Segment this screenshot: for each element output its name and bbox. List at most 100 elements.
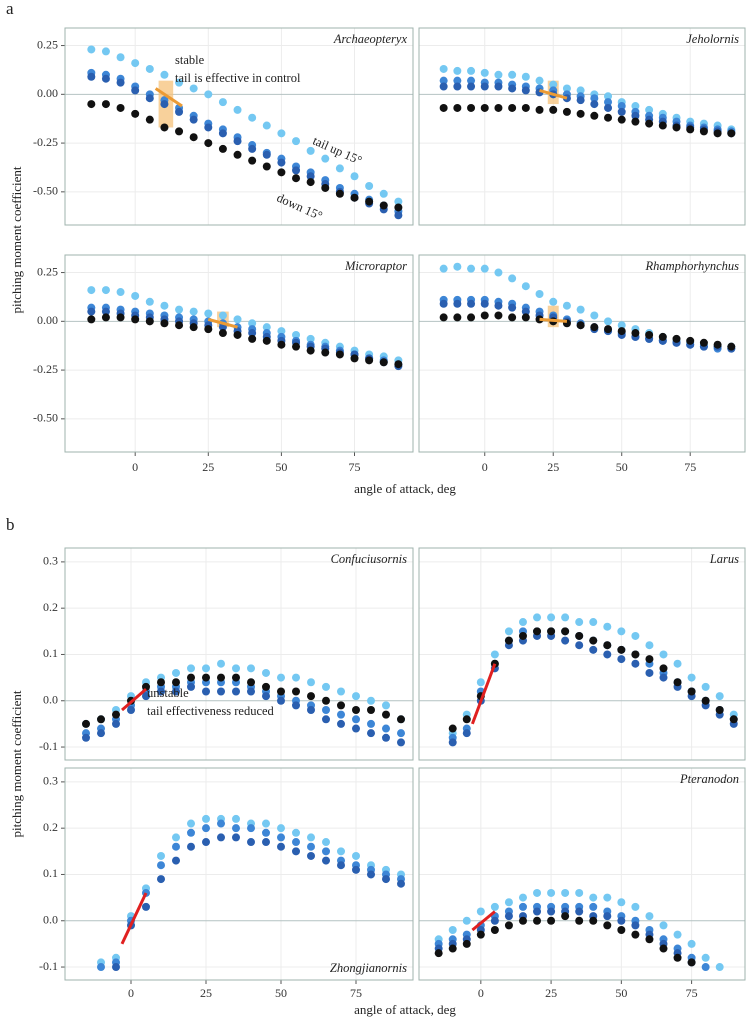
data-point	[467, 313, 476, 322]
data-point	[462, 715, 471, 724]
data-point	[337, 701, 345, 710]
data-point	[561, 888, 570, 897]
data-point	[131, 315, 140, 324]
data-point	[145, 297, 154, 306]
data-point	[617, 916, 626, 925]
data-point	[202, 673, 210, 682]
panel-title: Pteranodon	[679, 772, 739, 786]
x-tick-label: 25	[545, 986, 557, 1000]
data-point	[521, 282, 530, 291]
data-point	[508, 103, 517, 112]
data-point	[172, 668, 180, 677]
data-point	[547, 916, 556, 925]
data-point	[562, 84, 571, 93]
data-point	[518, 631, 527, 640]
data-point	[142, 682, 150, 691]
x-tick-label: 50	[615, 986, 627, 1000]
data-point	[575, 618, 584, 627]
data-point	[590, 100, 599, 109]
y-tick-label: -0.25	[33, 135, 58, 149]
data-point	[247, 664, 255, 673]
data-point	[673, 930, 682, 939]
data-point	[352, 724, 360, 733]
data-point	[262, 682, 270, 691]
data-point	[518, 916, 527, 925]
data-point	[262, 323, 271, 332]
data-point	[97, 715, 105, 724]
data-point	[701, 696, 710, 705]
data-point	[217, 687, 225, 696]
data-point	[157, 687, 165, 696]
data-point	[233, 315, 242, 324]
y-tick-label: -0.25	[33, 362, 58, 376]
data-point	[686, 336, 695, 345]
x-tick-label: 25	[547, 460, 559, 474]
data-point	[307, 851, 315, 860]
x-tick-label: 50	[275, 986, 287, 1000]
data-point	[659, 673, 668, 682]
data-point	[659, 664, 668, 673]
data-point	[337, 861, 345, 870]
data-point	[617, 115, 626, 124]
data-point	[145, 115, 154, 124]
data-point	[467, 76, 476, 85]
data-point	[116, 103, 125, 112]
x-tick-label: 0	[132, 460, 138, 474]
data-point	[631, 329, 640, 338]
data-point	[277, 696, 285, 705]
data-point	[462, 939, 471, 948]
data-point	[521, 103, 530, 112]
data-point	[292, 673, 300, 682]
data-point	[306, 172, 315, 181]
data-point	[262, 150, 271, 159]
data-point	[631, 659, 640, 668]
data-point	[101, 47, 110, 56]
data-point	[307, 833, 315, 842]
data-point	[394, 203, 403, 212]
data-point	[589, 636, 598, 645]
data-point	[233, 150, 242, 159]
data-point	[306, 146, 315, 155]
data-point	[160, 70, 169, 79]
data-point	[306, 334, 315, 343]
y-tick-label: 0.2	[43, 820, 58, 834]
data-point	[277, 673, 285, 682]
data-point	[521, 72, 530, 81]
data-point	[439, 64, 448, 73]
data-point	[217, 819, 225, 828]
data-point	[233, 330, 242, 339]
data-point	[97, 729, 105, 738]
data-point	[218, 144, 227, 153]
data-point	[504, 912, 513, 921]
x-tick-label: 75	[686, 986, 698, 1000]
panel-title: Zhongjianornis	[330, 961, 407, 975]
y-tick-label: -0.50	[33, 411, 58, 425]
x-tick-label: 0	[482, 460, 488, 474]
data-point	[672, 334, 681, 343]
data-point	[101, 100, 110, 109]
data-point	[549, 297, 558, 306]
data-point	[337, 710, 345, 719]
data-point	[701, 963, 710, 972]
data-point	[172, 833, 180, 842]
data-point	[508, 70, 517, 79]
data-point	[727, 342, 736, 351]
data-point	[467, 264, 476, 273]
data-point	[204, 325, 213, 334]
data-point	[729, 715, 738, 724]
data-point	[307, 706, 315, 715]
data-point	[248, 156, 257, 165]
data-point	[277, 687, 285, 696]
data-point	[645, 912, 654, 921]
data-point	[172, 856, 180, 865]
data-point	[617, 926, 626, 935]
annotation: unstable	[147, 686, 189, 700]
data-point	[687, 939, 696, 948]
data-point	[645, 330, 654, 339]
data-point	[589, 902, 598, 911]
data-point	[352, 851, 360, 860]
data-point	[701, 682, 710, 691]
x-tick-label: 50	[275, 460, 287, 474]
data-point	[494, 311, 503, 320]
data-point	[145, 94, 154, 103]
